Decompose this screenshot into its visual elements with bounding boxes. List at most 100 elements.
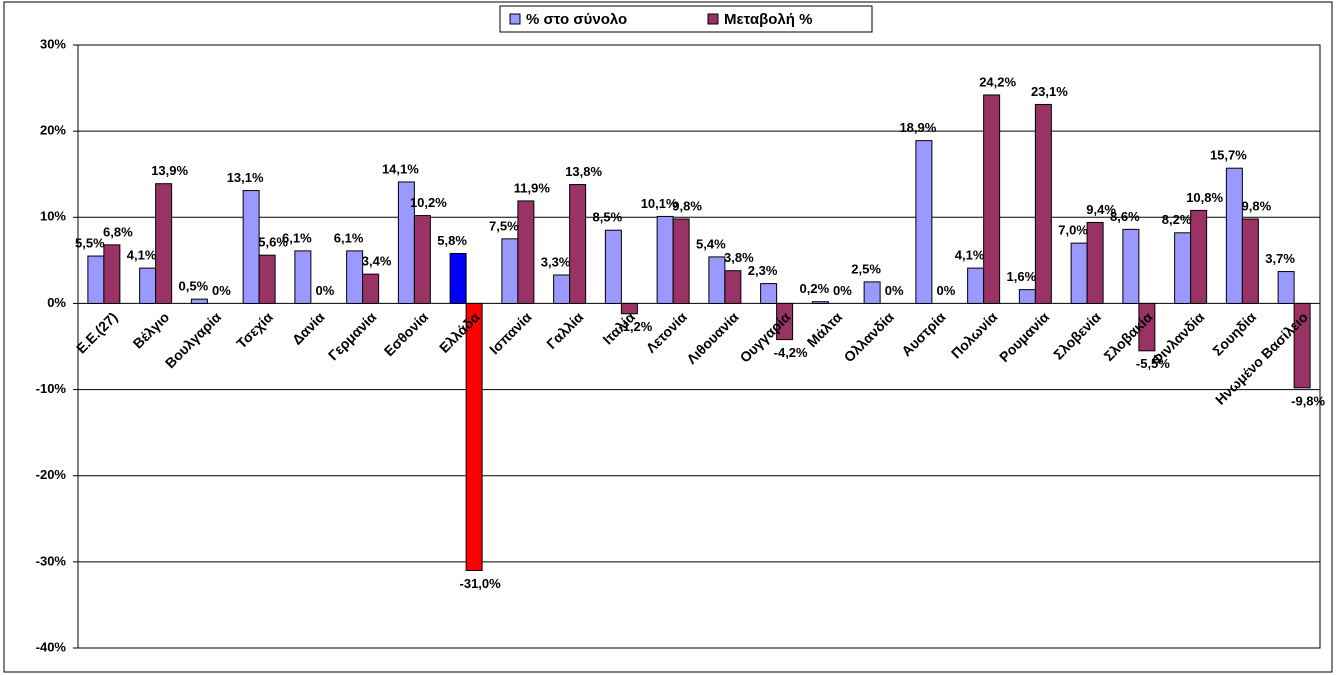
y-tick-label: -40% — [36, 639, 67, 654]
bar — [449, 252, 467, 304]
data-label: 6,8% — [103, 224, 133, 239]
bar — [776, 302, 794, 341]
data-label: 23,1% — [1031, 84, 1068, 99]
data-label: 10,8% — [1186, 190, 1223, 205]
bar — [1225, 167, 1243, 304]
data-label: 3,4% — [362, 254, 392, 269]
bar — [724, 270, 742, 304]
bar — [103, 244, 121, 304]
bar — [604, 229, 622, 304]
data-label: 11,9% — [514, 180, 551, 195]
bar — [1018, 289, 1036, 304]
data-label: 0,2% — [800, 281, 830, 296]
bar — [155, 183, 173, 304]
y-tick-label: 10% — [40, 209, 66, 224]
bar — [1190, 209, 1208, 304]
legend-swatch — [509, 13, 521, 25]
bar — [1086, 221, 1104, 304]
data-label: 0% — [315, 283, 334, 298]
bar — [294, 250, 312, 304]
data-label: 7,0% — [1058, 223, 1088, 238]
bar — [362, 273, 380, 304]
bar — [501, 238, 519, 304]
bar — [346, 250, 364, 304]
data-label: -5,5% — [1136, 356, 1170, 371]
bar — [242, 190, 260, 304]
bar — [672, 218, 690, 304]
bar — [1293, 302, 1311, 389]
y-tick-label: 20% — [40, 123, 66, 138]
data-label: 5,4% — [696, 236, 726, 251]
data-label: 13,9% — [151, 163, 188, 178]
bar — [656, 215, 674, 304]
bar — [983, 94, 1001, 304]
chart-frame — [3, 1, 1333, 673]
bar — [620, 302, 638, 315]
bar — [553, 274, 571, 304]
bar — [517, 200, 535, 304]
data-label: 13,1% — [227, 170, 264, 185]
bar — [413, 215, 431, 304]
data-label: 6,1% — [282, 230, 312, 245]
bar — [708, 256, 726, 304]
bar — [863, 281, 881, 304]
bar — [1138, 302, 1156, 352]
data-label: 10,1% — [641, 196, 678, 211]
data-label: 0% — [212, 283, 231, 298]
plot-frame — [77, 44, 1321, 649]
y-tick-label: 0% — [47, 295, 66, 310]
data-label: 3,7% — [1265, 251, 1295, 266]
bar — [1241, 218, 1259, 304]
data-label: 0% — [885, 283, 904, 298]
data-label: -1,2% — [618, 319, 652, 334]
y-tick-label: -10% — [36, 381, 67, 396]
bar — [967, 267, 985, 304]
bar — [811, 301, 829, 304]
bar — [139, 267, 157, 304]
y-tick-label: -20% — [36, 467, 67, 482]
data-label: 8,2% — [1162, 212, 1192, 227]
data-label: 7,5% — [489, 218, 519, 233]
data-label: 3,3% — [541, 254, 571, 269]
data-label: 9,8% — [1242, 198, 1272, 213]
legend-label: % στο σύνολο — [526, 11, 627, 28]
data-label: 4,1% — [127, 248, 157, 263]
data-label: 4,1% — [955, 248, 985, 263]
data-label: 2,5% — [851, 261, 881, 276]
legend-box — [499, 5, 873, 33]
data-label: 2,3% — [748, 263, 778, 278]
bar — [760, 283, 778, 304]
bar — [1122, 228, 1140, 304]
data-label: 6,1% — [334, 230, 364, 245]
legend-swatch — [707, 13, 719, 25]
data-label: 9,4% — [1086, 202, 1116, 217]
data-label: 9,8% — [672, 198, 702, 213]
data-label: 0% — [936, 283, 955, 298]
data-label: 24,2% — [979, 74, 1016, 89]
bar — [465, 302, 483, 571]
data-label: 13,8% — [565, 164, 602, 179]
bar — [258, 254, 276, 304]
data-label: 15,7% — [1210, 148, 1247, 163]
data-label: 18,9% — [899, 120, 936, 135]
data-label: 0% — [833, 283, 852, 298]
data-label: 8,5% — [593, 210, 623, 225]
data-label: 0,5% — [179, 279, 209, 294]
data-label: 5,5% — [75, 235, 105, 250]
data-label: 14,1% — [382, 161, 419, 176]
data-label: 8,6% — [1110, 209, 1140, 224]
data-label: 5,8% — [437, 233, 467, 248]
legend-label: Μεταβολή % — [724, 11, 812, 28]
legend: % στο σύνολο Μεταβολή % — [499, 5, 873, 33]
bar — [1174, 232, 1192, 304]
bar — [1277, 271, 1295, 304]
data-label: -31,0% — [460, 576, 502, 591]
data-label: 10,2% — [410, 195, 447, 210]
data-label: 1,6% — [1007, 269, 1037, 284]
y-tick-label: -30% — [36, 553, 67, 568]
bar — [1070, 242, 1088, 304]
y-tick-label: 30% — [40, 36, 66, 51]
bar — [915, 140, 933, 304]
data-label: 3,8% — [724, 250, 754, 265]
